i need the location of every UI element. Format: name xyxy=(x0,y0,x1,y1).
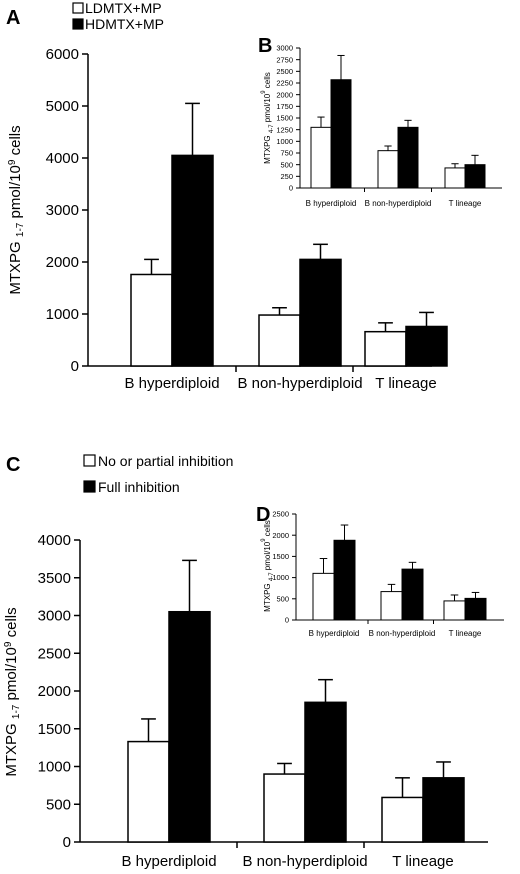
chart-a-bar xyxy=(171,154,214,367)
chart-c-y-tick-label: 0 xyxy=(63,834,71,851)
chart-a-category-label: T lineage xyxy=(375,375,436,392)
chart-a-bar xyxy=(364,330,407,367)
chart-c-category-label: B hyperdiploid xyxy=(121,853,216,870)
chart-c-y-tick-label: 1000 xyxy=(38,759,71,776)
chart-d-category-label: T lineage xyxy=(449,629,482,638)
chart-c-category-label: B non-hyperdiploid xyxy=(242,853,367,870)
chart-c-bar xyxy=(263,773,306,843)
legend-label-partial: No or partial inhibition xyxy=(98,453,233,469)
chart-b-bar xyxy=(397,126,419,189)
chart-d-bar xyxy=(443,600,466,621)
chart-d-bar xyxy=(401,568,424,621)
chart-d-y-tick-label: 1000 xyxy=(272,573,289,582)
chart-b-y-tick-label: 2250 xyxy=(276,79,293,88)
chart-b-y-tick-label: 2000 xyxy=(276,90,293,99)
chart-b-y-tick-label: 1750 xyxy=(276,102,293,111)
chart-c-bar xyxy=(381,796,424,843)
legend-swatch-ldmtx xyxy=(72,2,84,14)
legend-top: LDMTX+MP HDMTX+MP xyxy=(72,0,164,32)
chart-a-y-tick-label: 1000 xyxy=(46,306,79,323)
chart-d: 0 500 1000 1500 2000 2500 B hyperdiploid B non-… xyxy=(261,510,504,638)
chart-c-bar xyxy=(304,701,347,843)
panel-letter-a: A xyxy=(6,7,20,29)
chart-b-y-tick-label: 1500 xyxy=(276,114,293,123)
chart-c-category-label: T lineage xyxy=(392,853,453,870)
chart-b-y-tick-label: 1000 xyxy=(276,137,293,146)
chart-c-y-axis-label: MTXPG 1-7 pmol/109 cells xyxy=(3,607,22,776)
chart-b-category-label: T lineage xyxy=(449,199,482,208)
chart-c-y-tick-label: 1500 xyxy=(38,721,71,738)
chart-a-y-tick-label: 0 xyxy=(71,358,79,375)
chart-c-y-tick-label: 4000 xyxy=(38,532,71,549)
chart-c-y-tick-label: 2000 xyxy=(38,683,71,700)
chart-a-y-tick-label: 5000 xyxy=(46,98,79,115)
chart-a-y-tick-label: 6000 xyxy=(46,46,79,63)
chart-b-bar xyxy=(330,79,352,189)
legend-label-ldmtx: LDMTX+MP xyxy=(85,0,162,16)
chart-d-bar xyxy=(333,539,356,621)
chart-b-bar xyxy=(444,167,466,189)
legend-bottom: No or partial inhibition Full inhibition xyxy=(83,453,233,495)
chart-d-category-label: B hyperdiploid xyxy=(309,629,360,638)
chart-a-y-tick-label: 2000 xyxy=(46,254,79,271)
chart-c-y-tick-label: 3000 xyxy=(38,608,71,625)
legend-swatch-partial xyxy=(83,454,96,467)
chart-d-y-tick-label: 2500 xyxy=(272,510,289,519)
chart-b-bar xyxy=(464,164,486,189)
chart-b-y-tick-label: 2500 xyxy=(276,67,293,76)
legend-swatch-hdmtx xyxy=(72,18,84,30)
chart-c-bar xyxy=(168,610,211,843)
chart-b-bar xyxy=(377,150,399,189)
chart-b-y-tick-label: 750 xyxy=(280,149,293,158)
chart-b-y-tick-label: 250 xyxy=(280,172,293,181)
chart-a-bar xyxy=(258,314,301,367)
panel-letter-b: B xyxy=(258,35,272,57)
chart-d-y-tick-label: 0 xyxy=(285,616,289,625)
chart-a-bar xyxy=(405,325,448,367)
chart-a-category-label: B non-hyperdiploid xyxy=(237,375,362,392)
chart-b-category-label: B hyperdiploid xyxy=(306,199,357,208)
legend-label-full: Full inhibition xyxy=(98,479,180,495)
chart-d-bar xyxy=(312,572,335,621)
chart-b-y-tick-label: 0 xyxy=(289,184,293,193)
chart-b-y-tick-label: 1250 xyxy=(276,125,293,134)
chart-c-bar xyxy=(127,740,170,843)
chart-c-bar xyxy=(422,777,465,843)
chart-c-y-tick-label: 500 xyxy=(46,796,71,813)
panel-letter-c: C xyxy=(6,454,20,476)
chart-b-bar xyxy=(310,126,332,189)
chart-d-y-axis-label: MTXPG 4-7 pmol/109 cells xyxy=(261,520,275,612)
chart-d-bar xyxy=(464,597,487,621)
chart-a-category-label: B hyperdiploid xyxy=(124,375,219,392)
chart-d-y-tick-label: 1500 xyxy=(272,552,289,561)
chart-a-y-tick-label: 3000 xyxy=(46,202,79,219)
chart-a-bar xyxy=(130,273,173,367)
chart-b-y-axis-label: MTXPG 4-7 pmol/109 cells xyxy=(261,72,275,164)
chart-c: 0 500 1000 1500 2000 2500 3000 3500 4000 B hyperd… xyxy=(3,532,488,870)
chart-c-y-tick-label: 3500 xyxy=(38,570,71,587)
legend-swatch-full xyxy=(83,480,96,493)
chart-b-y-tick-label: 500 xyxy=(280,160,293,169)
chart-b-y-tick-label: 3000 xyxy=(276,44,293,53)
chart-d-bar xyxy=(380,591,403,621)
chart-d-category-label: B non-hyperdiploid xyxy=(369,629,436,638)
chart-d-y-tick-label: 2000 xyxy=(272,531,289,540)
chart-d-y-tick-label: 500 xyxy=(276,594,289,603)
chart-c-y-tick-label: 2500 xyxy=(38,645,71,662)
chart-a-y-tick-label: 4000 xyxy=(46,150,79,167)
chart-a-bar xyxy=(299,258,342,367)
chart-b-y-tick-label: 2750 xyxy=(276,55,293,64)
panel-letter-d: D xyxy=(256,504,270,526)
chart-b-category-label: B non-hyperdiploid xyxy=(365,199,432,208)
legend-label-hdmtx: HDMTX+MP xyxy=(85,16,164,32)
chart-a-y-axis-label: MTXPG 1-7 pmol/109 cells xyxy=(7,125,26,294)
chart-b: 0 250 500 750 1000 1250 1500 1750 2000 2250 2500 27… xyxy=(261,44,502,208)
